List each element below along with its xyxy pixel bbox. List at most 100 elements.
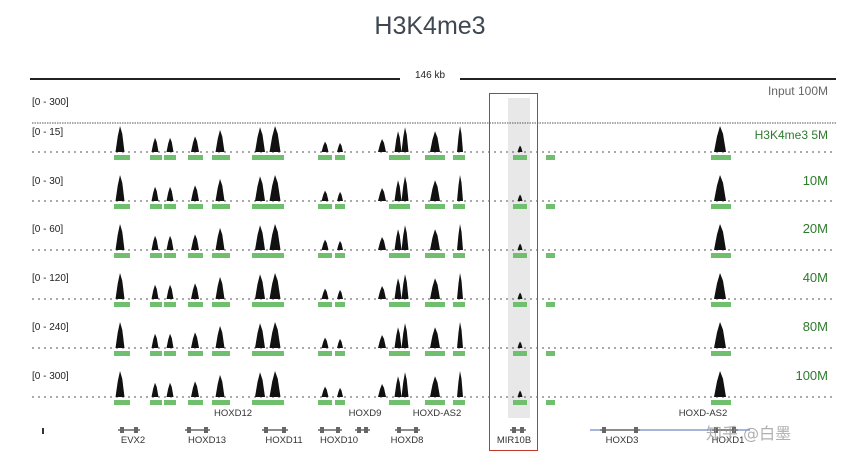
peak-call-bar — [188, 351, 203, 356]
signal-peak — [115, 224, 125, 250]
gene-exon — [357, 427, 361, 433]
peak-call-bar — [150, 302, 162, 307]
peak-call-bar — [453, 204, 465, 209]
peak-call-bar — [318, 351, 332, 356]
peak-call-bar — [546, 204, 555, 209]
peak-call-bar — [425, 155, 445, 160]
signal-peak — [430, 376, 440, 397]
gene-label: HOXD13 — [187, 435, 227, 446]
peak-call-bar — [389, 302, 410, 307]
signal-peak — [430, 131, 440, 152]
gene-exon — [397, 427, 401, 433]
peak-call-bar — [114, 204, 130, 209]
signal-peak — [378, 286, 386, 299]
peak-call-bar — [212, 351, 230, 356]
signal-peak — [337, 338, 343, 348]
peak-call-bar — [188, 253, 203, 258]
signal-peak — [151, 284, 159, 299]
signal-peak — [151, 186, 159, 201]
signal-peak — [151, 137, 159, 152]
peak-call-bar — [711, 204, 731, 209]
peak-call-bar — [335, 155, 345, 160]
watermark: 知乎 @白墨 — [706, 424, 792, 443]
peak-call-bar — [318, 400, 332, 405]
gene-exon — [512, 427, 516, 433]
gene-exon — [187, 427, 191, 433]
gene-label: EVX2 — [120, 435, 146, 446]
signal-peak — [191, 283, 199, 299]
signal-peak — [378, 188, 386, 201]
signal-peak — [457, 126, 463, 152]
signal-peak — [517, 341, 523, 348]
signal-peak — [166, 333, 174, 348]
peak-call-bar — [188, 302, 203, 307]
gene-exon — [732, 427, 736, 433]
signal-peak — [215, 178, 225, 201]
figure-title: H3K4me3 — [374, 12, 486, 40]
peak-call-bar — [453, 253, 465, 258]
signal-peak — [115, 322, 125, 348]
track-name: H3K4me3 5M — [754, 128, 828, 142]
mir10b-highlight-box — [489, 93, 538, 451]
peak-call-bar — [150, 253, 162, 258]
signal-peak — [378, 335, 386, 348]
signal-peak — [457, 224, 463, 250]
peak-call-bar — [164, 302, 176, 307]
signal-peak — [430, 327, 440, 348]
signal-peak — [394, 376, 402, 397]
peak-call-bar — [114, 400, 130, 405]
signal-peak — [378, 237, 386, 250]
signal-peak — [215, 374, 225, 397]
peak-call-bar — [453, 400, 465, 405]
signal-peak — [401, 274, 409, 299]
peak-call-bar — [389, 253, 410, 258]
signal-peak — [321, 386, 329, 397]
peak-call-bar — [711, 253, 731, 258]
signal-peak — [517, 292, 523, 299]
signal-peak — [215, 325, 225, 348]
signal-peak — [337, 387, 343, 397]
gene-exon — [634, 427, 638, 433]
gene-label: HOXD12 — [213, 408, 253, 419]
peak-call-bar — [212, 302, 230, 307]
peak-call-bar — [546, 302, 555, 307]
signal-peak — [321, 337, 329, 348]
signal-peak — [215, 227, 225, 250]
gene-label: HOXD-AS2 — [678, 408, 728, 419]
peak-call-bar — [513, 253, 527, 258]
gene-exon — [320, 427, 324, 433]
track-name: 100M — [795, 368, 828, 383]
gene-label: HOXD8 — [390, 435, 424, 446]
peak-call-bar — [212, 204, 230, 209]
signal-peak — [191, 381, 199, 397]
gene-exon — [204, 427, 208, 433]
peak-call-bar — [335, 351, 345, 356]
signal-peak — [151, 382, 159, 397]
signal-peak — [401, 127, 409, 152]
peak-call-bar — [252, 302, 284, 307]
peak-call-bar — [164, 253, 176, 258]
signal-peak — [115, 126, 125, 152]
signal-peak — [255, 127, 265, 152]
signal-peak — [255, 176, 265, 201]
peak-call-bar — [164, 155, 176, 160]
signal-peak — [115, 175, 125, 201]
signal-peak — [714, 126, 726, 152]
peak-call-bar — [114, 302, 130, 307]
signal-peak — [337, 289, 343, 299]
peak-call-bar — [389, 400, 410, 405]
gene-label: HOXD-AS2 — [412, 408, 462, 419]
signal-peak — [269, 273, 281, 299]
peak-call-bar — [164, 351, 176, 356]
signal-peak — [337, 142, 343, 152]
gene-label: HOXD11 — [265, 435, 303, 446]
signal-peak — [115, 371, 125, 397]
peak-call-bar — [252, 400, 284, 405]
track-range-label: [0 - 300] — [32, 97, 69, 108]
peak-call-bar — [212, 155, 230, 160]
peak-call-bar — [513, 351, 527, 356]
peak-call-bar — [335, 302, 345, 307]
signal-peak — [269, 322, 281, 348]
peak-call-bar — [546, 400, 555, 405]
signal-peak — [394, 327, 402, 348]
